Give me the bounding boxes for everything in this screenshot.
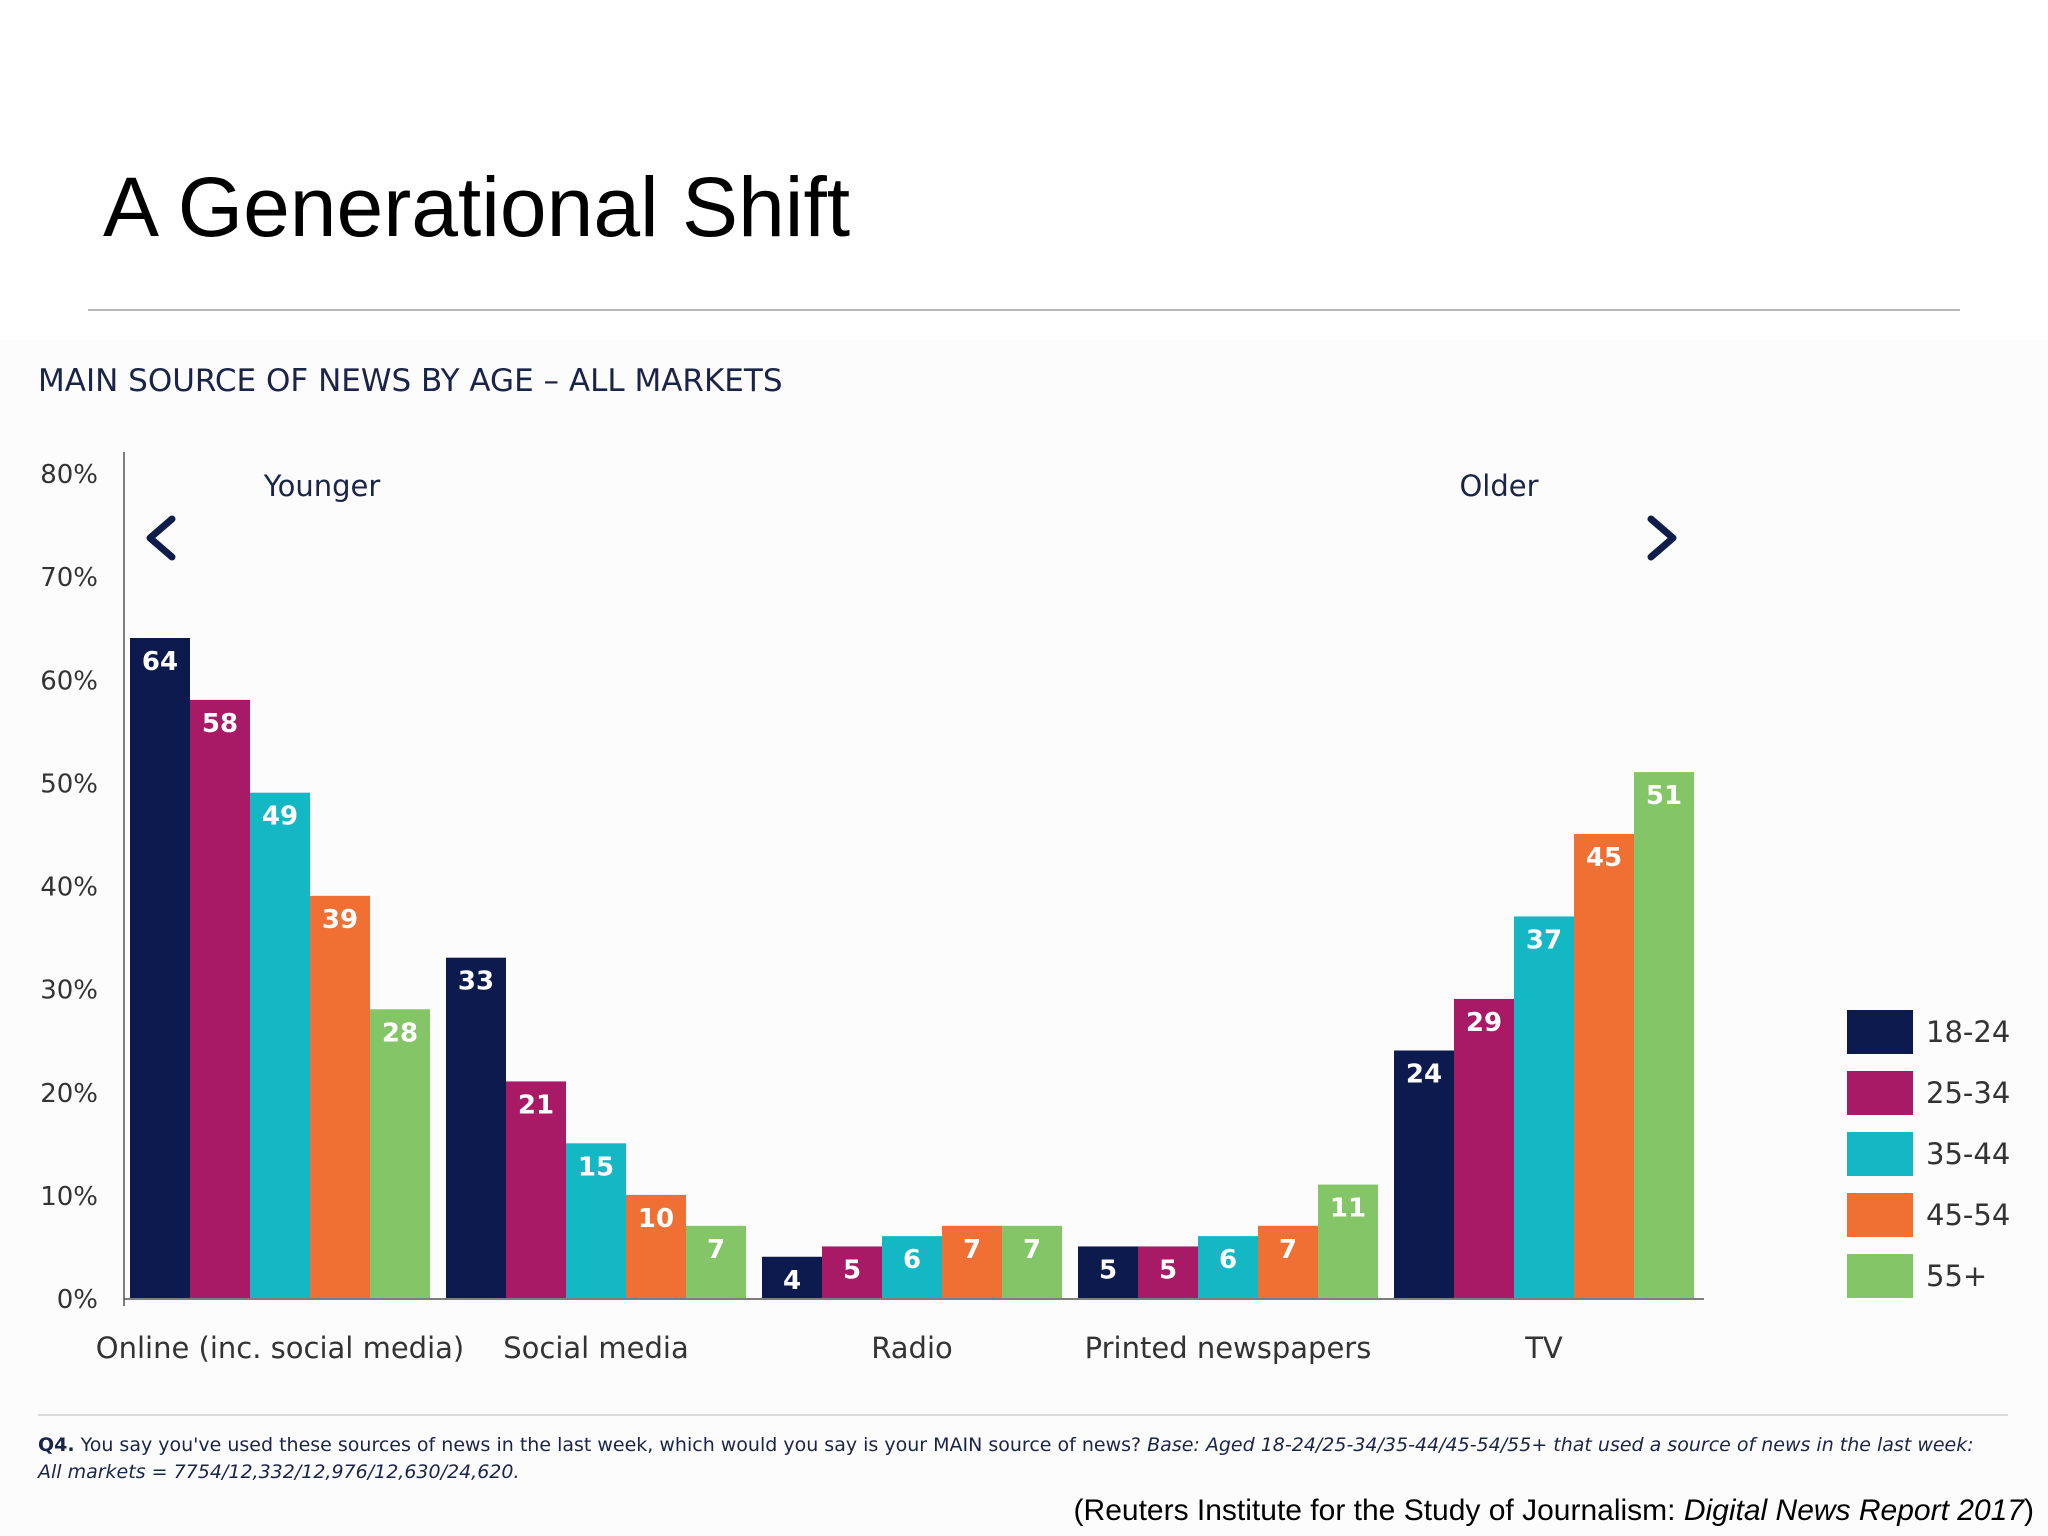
bar-value-label: 37 [1526,925,1562,955]
bar [190,699,250,1298]
y-tick-label: 80% [40,460,98,490]
y-tick-label: 0% [57,1285,98,1315]
bar [1634,772,1694,1298]
y-tick-label: 20% [40,1079,98,1109]
bar-value-label: 21 [518,1090,554,1120]
bar-chart: MAIN SOURCE OF NEWS BY AGE – ALL MARKETS… [38,363,2010,1416]
bar [686,1225,746,1298]
bar [822,1246,882,1298]
legend-swatch [1847,1071,1913,1115]
legend-label: 18-24 [1926,1015,2010,1049]
bar-value-label: 49 [262,802,298,832]
bar [446,957,506,1298]
bar-value-label: 6 [1219,1245,1237,1275]
bar-value-label: 7 [1279,1235,1297,1265]
x-category-label: Online (inc. social media) [96,1331,464,1365]
bar-value-label: 7 [963,1235,981,1265]
y-tick-label: 50% [40,769,98,799]
bar-value-label: 5 [1099,1255,1117,1285]
bar-value-label: 39 [322,905,358,935]
bar [566,1143,626,1298]
bar-value-label: 4 [783,1266,801,1296]
legend-label: 25-34 [1926,1076,2010,1110]
bar [250,792,310,1298]
bar [1394,1050,1454,1298]
legend-swatch [1847,1132,1913,1176]
x-category-label: TV [1524,1331,1563,1365]
bar-value-label: 45 [1586,843,1622,873]
bar-value-label: 5 [843,1255,861,1285]
source-report: Digital News Report 2017 [1683,1494,2024,1527]
x-category-label: Social media [503,1331,689,1365]
bar-value-label: 24 [1406,1060,1442,1090]
bar-value-label: 51 [1646,781,1682,811]
y-tick-label: 70% [40,563,98,593]
bar [1198,1236,1258,1298]
legend-label: 45-54 [1926,1198,2010,1232]
y-tick-label: 10% [40,1182,98,1212]
x-category-label: Printed newspapers [1085,1331,1372,1365]
bar [1002,1225,1062,1298]
bar-value-label: 64 [142,647,178,677]
footnote-base: Base: Aged 18-24/25-34/35-44/45-54/55+ t… [38,1434,1974,1483]
bar [1138,1246,1198,1298]
legend-swatch [1847,1254,1913,1298]
bar-value-label: 10 [638,1204,674,1234]
bar [1574,833,1634,1298]
y-tick-label: 30% [40,976,98,1006]
legend-label: 35-44 [1926,1137,2010,1171]
younger-arrowhead [146,515,176,561]
footnote-question-label: Q4. [38,1434,75,1456]
y-tick-label: 40% [40,873,98,903]
bar-value-label: 33 [458,967,494,997]
bar-value-label: 29 [1466,1008,1502,1038]
bar [942,1225,1002,1298]
bar [762,1256,822,1298]
legend-swatch [1847,1010,1913,1054]
bar-value-label: 58 [202,709,238,739]
bar [882,1236,942,1298]
bar-value-label: 7 [1023,1235,1041,1265]
bar [1514,916,1574,1298]
source-citation: (Reuters Institute for the Study of Jour… [1074,1494,2034,1528]
bar-value-label: 15 [578,1152,614,1182]
bar [1318,1184,1378,1298]
bar [130,638,190,1298]
bar-value-label: 28 [382,1018,418,1048]
bar [626,1194,686,1298]
bar-value-label: 7 [707,1235,725,1265]
bar [1258,1225,1318,1298]
bar-value-label: 5 [1159,1255,1177,1285]
bar [370,1009,430,1298]
chart-title: MAIN SOURCE OF NEWS BY AGE – ALL MARKETS [38,363,783,399]
chart-panel: MAIN SOURCE OF NEWS BY AGE – ALL MARKETS… [0,340,2048,1536]
bar-value-label: 6 [903,1245,921,1275]
footnote-question-text: You say you've used these sources of new… [74,1434,1148,1456]
source-prefix: (Reuters Institute for the Study of Jour… [1073,1494,1684,1527]
legend-label: 55+ [1926,1259,1987,1293]
bar [310,895,370,1298]
older-arrowhead [1647,515,1677,561]
footnote: Q4. You say you've used these sources of… [38,1432,1988,1486]
source-suffix: ) [2024,1494,2034,1527]
bar [506,1081,566,1298]
younger-label: Younger [263,469,381,503]
legend-swatch [1847,1193,1913,1237]
bar-value-label: 11 [1330,1194,1366,1224]
slide-title: A Generational Shift [103,160,851,254]
bar [1454,998,1514,1298]
x-category-label: Radio [871,1331,953,1365]
title-divider [88,309,1960,311]
y-tick-label: 60% [40,666,98,696]
older-label: Older [1459,469,1538,503]
bar [1078,1246,1138,1298]
